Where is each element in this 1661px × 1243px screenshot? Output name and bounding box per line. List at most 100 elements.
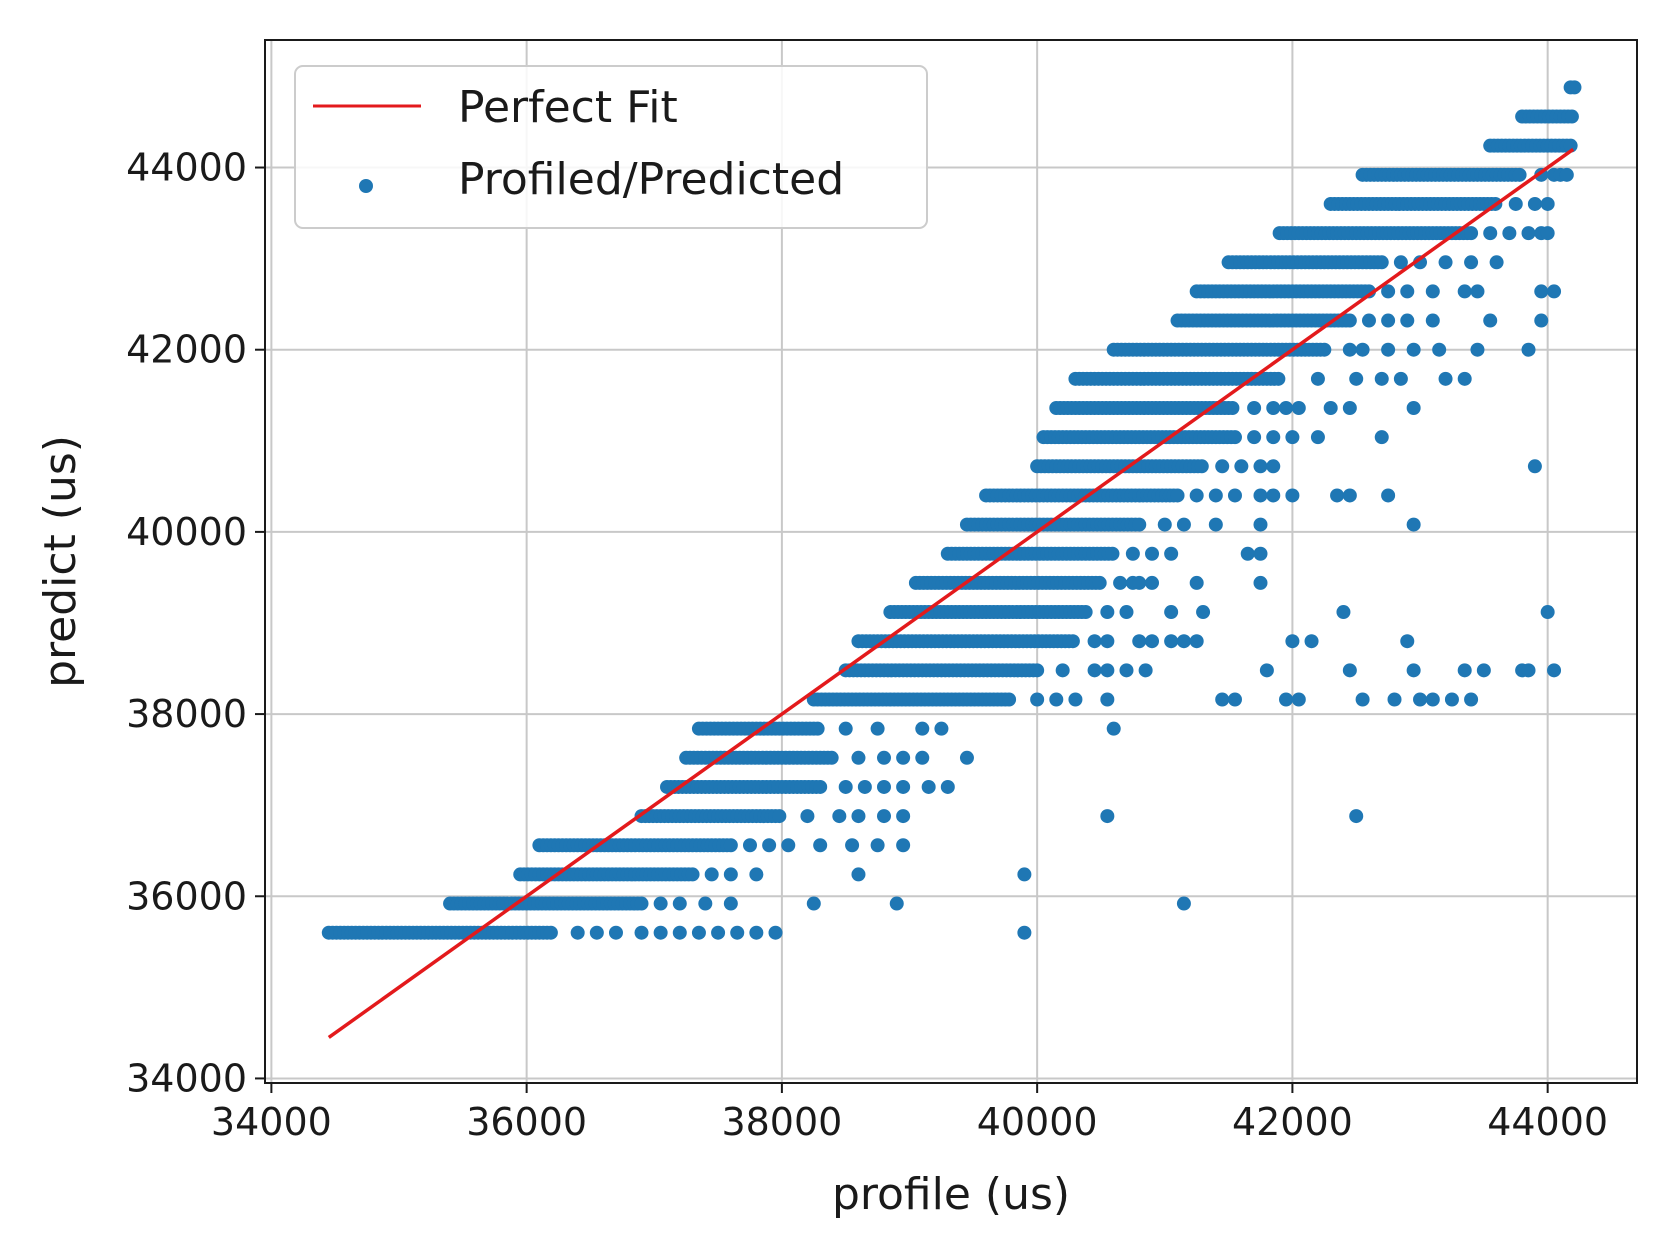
scatter-point bbox=[1534, 313, 1549, 328]
scatter-point bbox=[1521, 663, 1536, 678]
legend-point-swatch bbox=[359, 179, 373, 193]
scatter-point bbox=[1208, 488, 1223, 503]
legend-entry-profiled-predicted: Profiled/Predicted bbox=[458, 154, 844, 205]
scatter-point bbox=[838, 779, 853, 794]
scatter-point bbox=[1361, 313, 1376, 328]
scatter-point bbox=[1176, 634, 1191, 649]
scatter-point bbox=[1100, 692, 1115, 707]
scatter-point bbox=[889, 896, 904, 911]
scatter-point bbox=[1310, 430, 1325, 445]
y-tick-label: 44000 bbox=[126, 146, 247, 190]
x-tick-label: 34000 bbox=[211, 1100, 332, 1144]
scatter-point bbox=[634, 896, 649, 911]
scatter-point bbox=[876, 750, 891, 765]
scatter-point bbox=[934, 721, 949, 736]
scatter-point bbox=[1483, 313, 1498, 328]
scatter-point bbox=[1279, 401, 1294, 416]
scatter-point bbox=[1145, 634, 1160, 649]
scatter-point bbox=[1125, 546, 1140, 561]
scatter-point bbox=[1304, 634, 1319, 649]
scatter-point bbox=[1100, 634, 1115, 649]
scatter-point bbox=[810, 721, 825, 736]
scatter-point bbox=[1119, 605, 1134, 620]
scatter-point bbox=[1119, 663, 1134, 678]
scatter-point bbox=[1349, 809, 1364, 824]
scatter-point bbox=[1406, 342, 1421, 357]
scatter-point bbox=[1225, 401, 1240, 416]
scatter-point bbox=[1087, 663, 1102, 678]
scatter-point bbox=[1476, 663, 1491, 678]
scatter-point bbox=[1132, 517, 1147, 532]
y-tick-label: 34000 bbox=[126, 1056, 247, 1100]
scatter-point bbox=[824, 750, 839, 765]
perfect-fit-line bbox=[327, 147, 1575, 1039]
scatter-point bbox=[1406, 517, 1421, 532]
scatter-point bbox=[1105, 546, 1120, 561]
scatter-point bbox=[832, 809, 847, 824]
scatter-point bbox=[1374, 430, 1389, 445]
scatter-point bbox=[1285, 430, 1300, 445]
scatter-point bbox=[1413, 692, 1428, 707]
scatter-point bbox=[1100, 663, 1115, 678]
scatter-point bbox=[1483, 226, 1498, 241]
scatter-point bbox=[1176, 896, 1191, 911]
scatter-point bbox=[1330, 488, 1345, 503]
scatter-point bbox=[876, 779, 891, 794]
scatter-point bbox=[742, 838, 757, 853]
scatter-point bbox=[838, 721, 853, 736]
scatter-point bbox=[1164, 634, 1179, 649]
scatter-point bbox=[672, 896, 687, 911]
scatter-point bbox=[851, 867, 866, 882]
scatter-point bbox=[1342, 488, 1357, 503]
scatter-point bbox=[1106, 721, 1121, 736]
perfect-fit-line-path bbox=[327, 147, 1575, 1039]
scatter-point bbox=[1266, 401, 1281, 416]
scatter-point bbox=[1227, 692, 1242, 707]
scatter-point bbox=[1438, 255, 1453, 270]
scatter-point bbox=[1240, 546, 1255, 561]
scatter-point bbox=[959, 750, 974, 765]
scatter-point bbox=[1502, 226, 1517, 241]
scatter-point bbox=[1567, 80, 1582, 95]
scatter-point bbox=[1336, 605, 1351, 620]
scatter-point bbox=[1342, 313, 1357, 328]
scatter-point bbox=[1374, 255, 1389, 270]
scatter-point bbox=[1068, 692, 1083, 707]
scatter-point bbox=[762, 838, 777, 853]
scatter-point bbox=[1285, 634, 1300, 649]
scatter-point bbox=[1065, 634, 1080, 649]
scatter-point bbox=[813, 838, 828, 853]
scatter-point bbox=[896, 838, 911, 853]
scatter-point bbox=[1247, 401, 1262, 416]
scatter-point bbox=[1266, 430, 1281, 445]
scatter-point bbox=[1349, 371, 1364, 386]
scatter-point bbox=[896, 809, 911, 824]
x-tick-label: 42000 bbox=[1232, 1100, 1353, 1144]
scatter-point bbox=[1464, 255, 1479, 270]
scatter-point bbox=[915, 750, 930, 765]
legend: Perfect Fit Profiled/Predicted bbox=[294, 65, 928, 229]
scatter-point bbox=[1470, 284, 1485, 299]
scatter-point bbox=[1271, 371, 1286, 386]
scatter-point bbox=[723, 896, 738, 911]
scatter-point bbox=[1374, 371, 1389, 386]
scatter-point bbox=[723, 838, 738, 853]
scatter-point bbox=[1438, 371, 1453, 386]
y-tick-label: 36000 bbox=[126, 874, 247, 918]
scatter-point bbox=[1100, 605, 1115, 620]
scatter-point bbox=[1547, 284, 1562, 299]
scatter-point bbox=[1457, 371, 1472, 386]
scatter-point bbox=[845, 838, 860, 853]
scatter-point bbox=[1208, 517, 1223, 532]
scatter-point bbox=[1227, 488, 1242, 503]
scatter-point bbox=[1521, 226, 1536, 241]
scatter-point bbox=[1049, 692, 1064, 707]
scatter-point bbox=[672, 925, 687, 940]
scatter-point bbox=[1564, 109, 1579, 124]
scatter-point bbox=[1464, 226, 1479, 241]
scatter-point bbox=[1194, 459, 1209, 474]
scatter-point bbox=[1527, 196, 1542, 211]
scatter-point bbox=[1253, 546, 1268, 561]
scatter-point bbox=[1393, 371, 1408, 386]
